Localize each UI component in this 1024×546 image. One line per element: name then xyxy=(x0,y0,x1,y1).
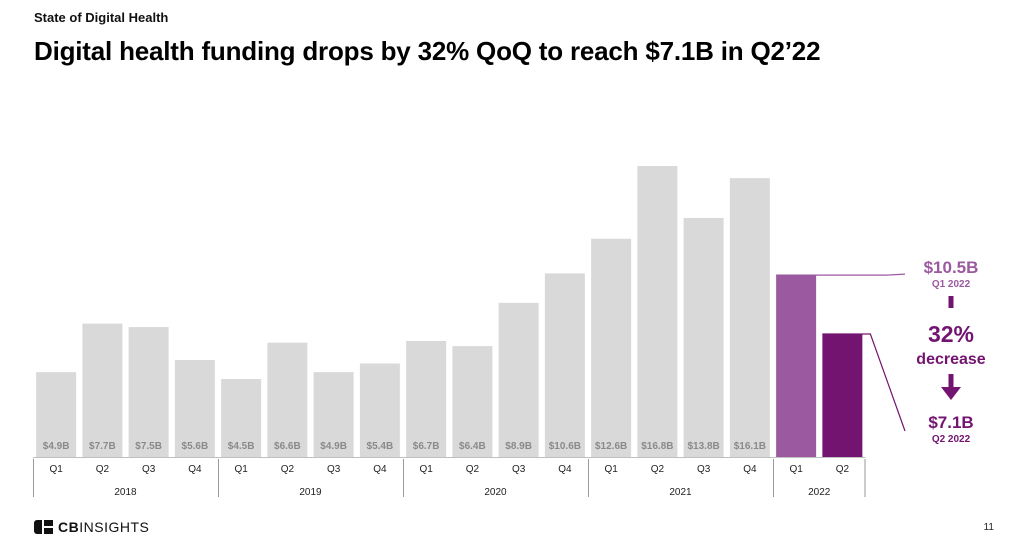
x-tick-label: Q1 xyxy=(49,464,63,475)
bar-value-label: $16.8B xyxy=(641,441,673,452)
slide-kicker: State of Digital Health xyxy=(34,10,169,25)
bar-value-label: $12.6B xyxy=(595,441,627,452)
cb-insights-logo: CBINSIGHTS xyxy=(34,519,149,535)
bar-value-label: $5.4B xyxy=(367,441,394,452)
x-tick-label: Q2 xyxy=(466,464,480,475)
x-tick-label: Q3 xyxy=(142,464,156,475)
year-label: 2018 xyxy=(114,487,137,498)
x-tick-label: Q3 xyxy=(512,464,526,475)
x-tick-label: Q3 xyxy=(697,464,711,475)
year-label: 2020 xyxy=(484,487,507,498)
bar-value-label: $4.9B xyxy=(43,441,70,452)
down-arrow-icon xyxy=(941,387,961,400)
bar-value-label: $5.6B xyxy=(182,441,209,452)
callout-arrow-shaft xyxy=(948,374,954,388)
bar-value-label: $10.6B xyxy=(549,441,581,452)
bar-13 xyxy=(637,166,678,457)
callout-connector-bottom xyxy=(822,333,906,432)
x-tick-label: Q2 xyxy=(651,464,665,475)
bar-1 xyxy=(82,323,123,457)
callout-bottom-period: Q2 2022 xyxy=(932,434,971,445)
bar-15 xyxy=(729,178,770,457)
callout-change-word: decrease xyxy=(916,351,985,368)
bar-9 xyxy=(452,346,493,457)
x-tick-label: Q1 xyxy=(234,464,248,475)
x-tick-label: Q1 xyxy=(789,464,803,475)
bar-17 xyxy=(822,334,863,457)
cb-logo-icon xyxy=(34,520,54,534)
x-tick-label: Q4 xyxy=(373,464,387,475)
bar-14 xyxy=(683,217,724,457)
x-tick-label: Q4 xyxy=(558,464,572,475)
bar-value-label: $6.4B xyxy=(459,441,486,452)
logo-insights-text: INSIGHTS xyxy=(79,519,150,535)
bar-value-label: $7.7B xyxy=(89,441,116,452)
bar-2 xyxy=(128,327,169,457)
bar-value-label: $6.7B xyxy=(413,441,440,452)
callout-bottom-value: $7.1B xyxy=(928,413,973,432)
funding-bar-chart: $4.9B Q1 $7.7B Q2 $7.5B Q3 $5.6B Q4 $4.5B Q1 $6.6B… xyxy=(33,166,986,498)
x-tick-label: Q2 xyxy=(96,464,110,475)
bar-3 xyxy=(174,360,215,457)
callout-top-value: $10.5B xyxy=(924,258,979,277)
bar-4 xyxy=(221,379,262,457)
slide-title: Digital health funding drops by 32% QoQ … xyxy=(34,36,821,66)
logo-cb-text: CB xyxy=(58,519,80,535)
bar-value-label: $7.5B xyxy=(135,441,162,452)
bar-7 xyxy=(359,363,400,457)
bar-5 xyxy=(267,342,308,457)
callout-change-pct: 32% xyxy=(928,321,974,347)
callout-top-period: Q1 2022 xyxy=(932,279,971,290)
bar-value-label: $6.6B xyxy=(274,441,301,452)
bar-value-label: $13.8B xyxy=(688,441,720,452)
x-tick-label: Q2 xyxy=(836,464,850,475)
bar-16 xyxy=(776,275,817,457)
x-tick-label: Q3 xyxy=(327,464,341,475)
year-label: 2022 xyxy=(808,487,831,498)
callout-connector-top xyxy=(776,273,906,276)
bar-0 xyxy=(36,372,77,457)
bar-12 xyxy=(591,238,632,457)
year-label: 2019 xyxy=(299,487,322,498)
bar-value-label: $4.5B xyxy=(228,441,255,452)
bar-value-label: $8.9B xyxy=(505,441,532,452)
x-tick-label: Q4 xyxy=(743,464,757,475)
x-tick-label: Q1 xyxy=(419,464,433,475)
x-tick-label: Q4 xyxy=(188,464,202,475)
bar-value-label: $16.1B xyxy=(734,441,766,452)
x-tick-label: Q2 xyxy=(281,464,295,475)
bar-11 xyxy=(544,273,585,457)
page-number: 11 xyxy=(983,522,994,533)
x-tick-label: Q1 xyxy=(604,464,618,475)
bar-value-label: $4.9B xyxy=(320,441,347,452)
bar-8 xyxy=(406,340,447,457)
bar-6 xyxy=(313,372,354,457)
callout-line-top xyxy=(948,296,954,308)
year-label: 2021 xyxy=(669,487,692,498)
bar-10 xyxy=(498,302,539,457)
